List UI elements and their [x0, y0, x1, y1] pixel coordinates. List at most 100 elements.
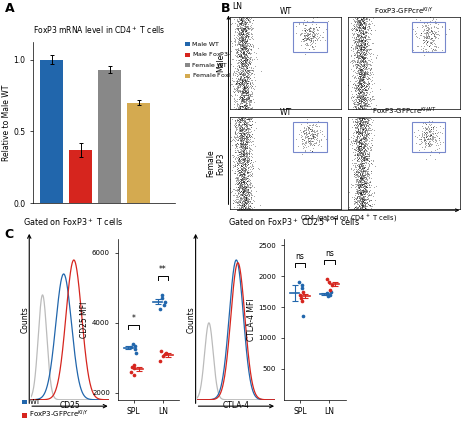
Point: [242, 102, 249, 108]
Point: [363, 157, 371, 164]
Point: [242, 193, 250, 200]
Point: [353, 18, 361, 25]
Point: [240, 97, 247, 104]
Point: [356, 43, 363, 49]
Point: [245, 93, 252, 100]
Point: [239, 49, 247, 55]
Point: [425, 33, 433, 40]
Point: [244, 195, 252, 202]
Point: [354, 43, 361, 49]
Point: [431, 40, 438, 47]
Point: [360, 150, 367, 157]
Point: [355, 143, 362, 150]
Point: [351, 99, 358, 106]
Point: [245, 131, 253, 138]
Point: [238, 95, 246, 102]
Point: [419, 27, 427, 34]
Point: [426, 134, 433, 141]
Point: [244, 203, 252, 210]
Point: [233, 152, 240, 159]
Point: [238, 102, 246, 109]
Point: [246, 181, 254, 187]
Point: [365, 116, 372, 123]
Point: [239, 198, 246, 205]
Point: [241, 192, 248, 198]
Point: [360, 41, 368, 48]
Point: [242, 27, 250, 33]
Point: [302, 129, 310, 135]
Point: [241, 63, 248, 70]
Point: [353, 134, 361, 141]
Point: [243, 15, 251, 22]
Point: [234, 117, 241, 124]
Point: [367, 205, 375, 212]
Point: [362, 155, 369, 162]
Point: [365, 157, 373, 164]
Point: [232, 144, 239, 151]
Point: [227, 126, 234, 132]
Point: [362, 87, 369, 93]
Point: [237, 31, 244, 38]
Point: [359, 122, 366, 129]
Point: [359, 201, 367, 208]
Point: [354, 102, 362, 108]
Point: [230, 122, 237, 129]
Point: [238, 32, 246, 38]
Point: [241, 44, 248, 50]
Point: [245, 153, 253, 159]
Point: [243, 56, 251, 63]
Point: [243, 151, 251, 158]
Point: [351, 104, 359, 111]
Point: [358, 87, 366, 93]
Point: [238, 42, 246, 49]
Point: [363, 49, 370, 55]
Point: [360, 92, 368, 99]
Point: [349, 81, 356, 88]
Point: [417, 43, 424, 49]
Point: [353, 145, 361, 152]
Point: [244, 125, 251, 132]
Point: [235, 57, 243, 64]
Point: [356, 103, 364, 110]
Point: [356, 170, 364, 176]
Point: [245, 187, 252, 194]
Point: [427, 126, 435, 133]
Point: [356, 28, 363, 35]
Point: [356, 60, 364, 67]
Point: [239, 143, 246, 150]
Point: [352, 43, 360, 49]
Point: [352, 86, 359, 93]
Point: [362, 184, 370, 191]
Point: [372, 102, 380, 108]
Point: [240, 83, 248, 90]
Point: [367, 97, 375, 104]
Point: [238, 27, 246, 34]
Point: [239, 90, 246, 96]
Point: [356, 51, 364, 58]
Point: [240, 85, 248, 91]
Point: [239, 189, 247, 195]
Point: [362, 30, 370, 36]
Point: [357, 37, 365, 44]
Point: [357, 41, 365, 48]
Point: [360, 144, 367, 151]
Point: [361, 79, 368, 85]
Point: [246, 184, 254, 191]
Point: [363, 90, 370, 96]
Point: [356, 173, 364, 180]
Point: [360, 114, 368, 121]
Point: [238, 79, 246, 86]
Point: [242, 28, 249, 35]
Point: [356, 76, 364, 82]
Point: [239, 173, 247, 180]
Point: [362, 94, 369, 101]
Point: [241, 51, 248, 58]
Point: [243, 180, 250, 187]
Point: [241, 183, 248, 190]
Point: [357, 131, 365, 137]
Point: [242, 100, 249, 107]
Point: [356, 93, 363, 100]
Point: [235, 89, 242, 96]
Point: [356, 171, 364, 178]
Point: [356, 102, 364, 108]
